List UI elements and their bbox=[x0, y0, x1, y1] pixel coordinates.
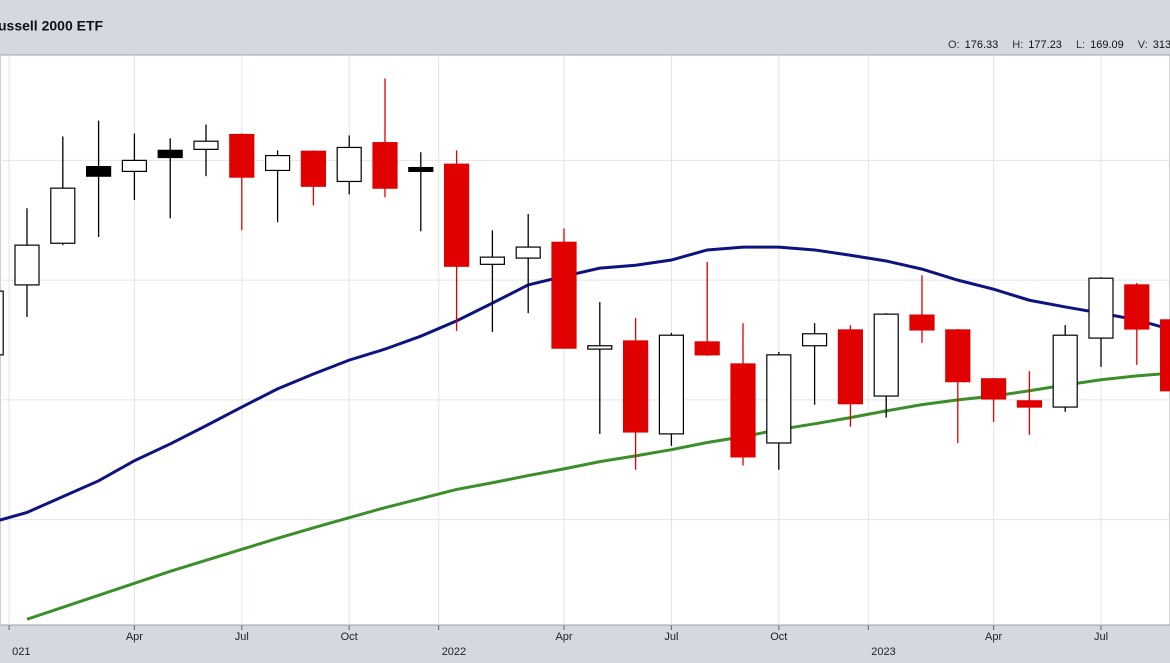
candle-body bbox=[229, 133, 255, 178]
candle-body bbox=[0, 290, 4, 356]
candle-body bbox=[193, 140, 219, 150]
candle-body bbox=[14, 244, 40, 286]
candle-body bbox=[1159, 319, 1170, 392]
header-label: L: bbox=[1076, 39, 1085, 51]
candle-body bbox=[336, 146, 362, 183]
candle-body bbox=[300, 150, 326, 187]
candle-body bbox=[873, 313, 899, 397]
x-tick-label: 2023 bbox=[871, 646, 895, 658]
x-tick-label: 2022 bbox=[442, 646, 466, 658]
candle-body bbox=[1088, 277, 1114, 339]
header-label: H: bbox=[1012, 39, 1023, 51]
header-value: 313 bbox=[1153, 39, 1170, 51]
x-tick-label: Jul bbox=[235, 631, 249, 643]
header-label: O: bbox=[948, 39, 960, 51]
candle-body bbox=[837, 329, 864, 405]
candle-body bbox=[694, 341, 720, 356]
candle-body bbox=[980, 378, 1007, 400]
candle-body bbox=[1016, 400, 1043, 408]
candle-body bbox=[408, 166, 434, 172]
header-value: 176.33 bbox=[965, 39, 999, 51]
candle-body bbox=[479, 256, 505, 265]
candle-body bbox=[658, 334, 685, 435]
candle-body bbox=[622, 340, 649, 433]
x-tick-label: 021 bbox=[12, 646, 30, 658]
x-tick-label: Apr bbox=[126, 631, 143, 643]
candle-body bbox=[121, 159, 148, 172]
chart-title: ussell 2000 ETF bbox=[0, 18, 104, 34]
candle-body bbox=[730, 363, 756, 458]
header-label: V: bbox=[1138, 39, 1148, 51]
x-tick-label: Oct bbox=[341, 631, 358, 643]
candle-body bbox=[85, 166, 112, 177]
header-value: 177.23 bbox=[1028, 39, 1062, 51]
candle-body bbox=[909, 314, 935, 331]
candle-body bbox=[50, 187, 76, 244]
x-tick-label: Jul bbox=[664, 631, 678, 643]
candle-body bbox=[1124, 284, 1150, 330]
x-tick-label: Apr bbox=[555, 631, 572, 643]
candle-body bbox=[587, 345, 613, 350]
candle-body bbox=[551, 241, 577, 349]
moving-average bbox=[0, 245, 1170, 522]
header-value: 169.09 bbox=[1090, 39, 1124, 51]
candle-body bbox=[515, 246, 541, 259]
candle-body bbox=[945, 329, 971, 383]
x-tick-label: Jul bbox=[1094, 631, 1108, 643]
candle-body bbox=[157, 149, 183, 159]
x-tick-label: Apr bbox=[985, 631, 1002, 643]
candle-body bbox=[801, 333, 828, 347]
candle-body bbox=[372, 142, 398, 189]
plot-area bbox=[0, 54, 1170, 626]
candle-body bbox=[1052, 334, 1078, 408]
candle-body bbox=[265, 154, 291, 172]
candle-body bbox=[766, 354, 792, 444]
x-tick-label: Oct bbox=[770, 631, 787, 643]
candle-body bbox=[444, 163, 470, 267]
